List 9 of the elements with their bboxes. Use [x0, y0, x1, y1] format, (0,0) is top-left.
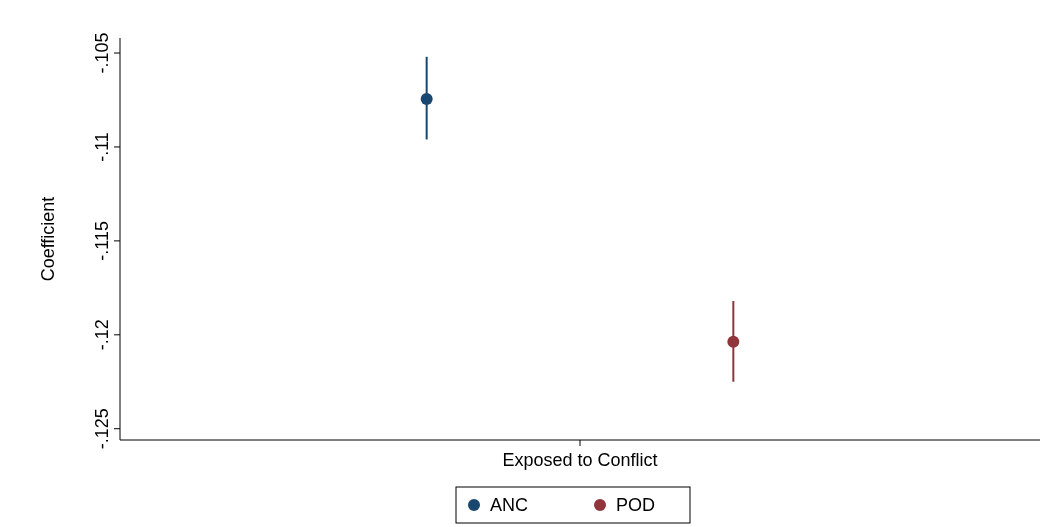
y-tick-label: -.125 [92, 408, 112, 450]
y-tick-label: -.11 [92, 132, 112, 162]
y-tick-label: -.12 [92, 319, 112, 351]
y-axis-title: Coefficient [38, 196, 58, 282]
x-tick-label: Exposed to Conflict [502, 450, 658, 470]
legend-label: ANC [490, 495, 529, 515]
y-tick-label: -.115 [92, 221, 112, 261]
y-tick-label: -.105 [92, 32, 112, 74]
legend-label: POD [616, 495, 656, 515]
